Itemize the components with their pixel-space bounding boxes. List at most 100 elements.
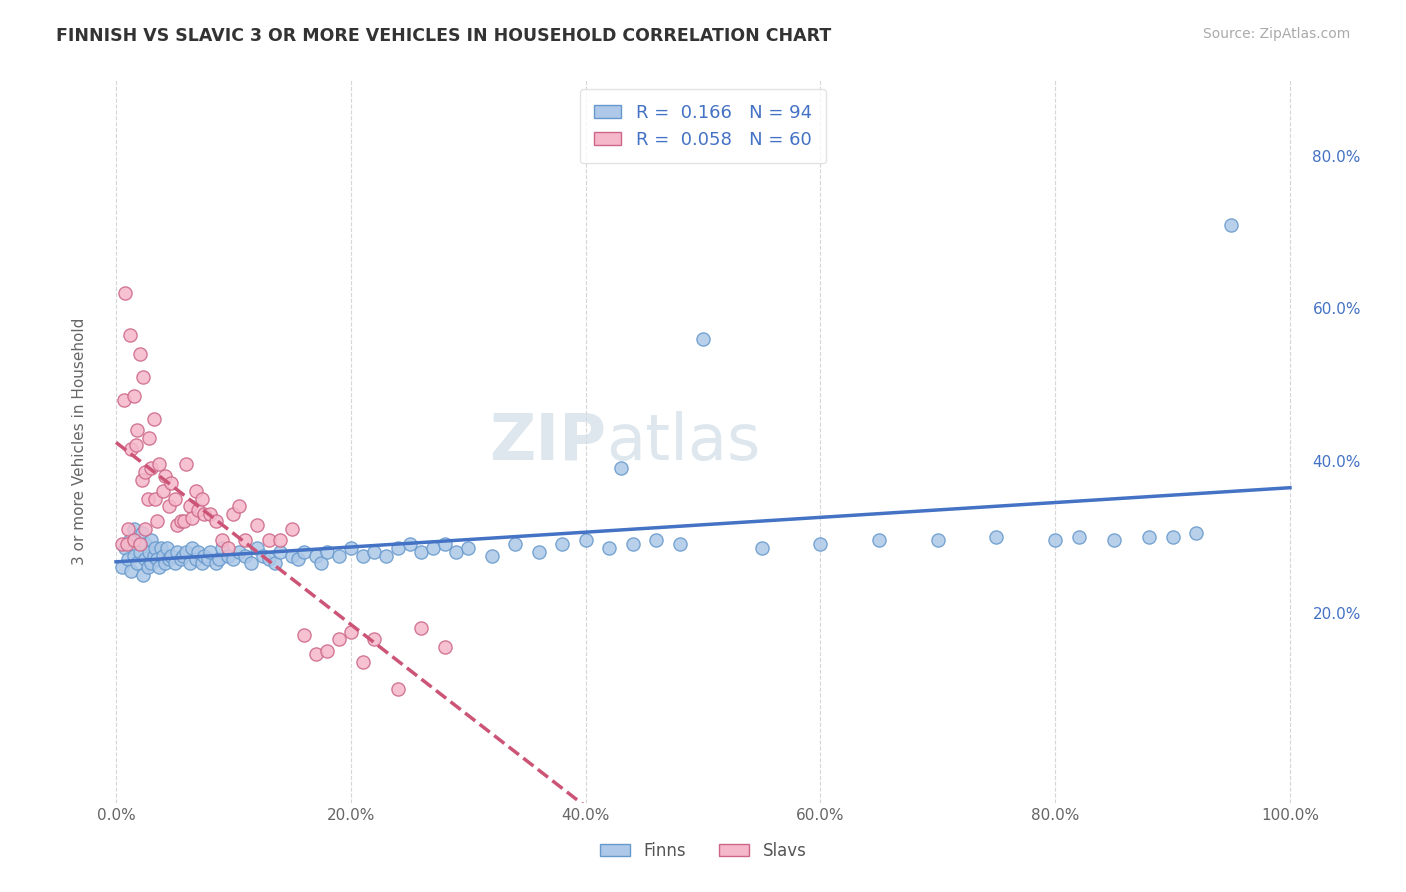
Point [146, 552, 169, 566]
Point [131, 525, 153, 540]
Point [138, 545, 160, 559]
Point [433, 640, 456, 654]
Text: atlas: atlas [606, 410, 761, 473]
Point [131, 473, 153, 487]
Point [692, 332, 714, 346]
Point [197, 552, 219, 566]
Point [155, 556, 177, 570]
Point [111, 560, 134, 574]
Point [503, 537, 526, 551]
Point [114, 286, 136, 301]
Point [160, 476, 183, 491]
Point [222, 552, 245, 566]
Point [190, 491, 212, 506]
Point [152, 483, 174, 498]
Point [328, 632, 350, 647]
Point [1161, 530, 1184, 544]
Point [411, 621, 433, 635]
Point [292, 545, 315, 559]
Y-axis label: 3 or more Vehicles in Household: 3 or more Vehicles in Household [72, 318, 87, 566]
Point [398, 537, 420, 551]
Point [1185, 525, 1208, 540]
Point [187, 503, 209, 517]
Point [246, 541, 269, 555]
Point [112, 392, 135, 407]
Point [598, 541, 620, 555]
Point [122, 533, 145, 548]
Point [132, 370, 155, 384]
Point [222, 507, 245, 521]
Point [134, 522, 156, 536]
Point [149, 541, 172, 555]
Point [363, 545, 385, 559]
Point [141, 461, 163, 475]
Point [352, 655, 374, 669]
Point [163, 491, 186, 506]
Point [143, 541, 166, 555]
Point [328, 549, 350, 563]
Point [446, 545, 468, 559]
Point [120, 564, 142, 578]
Point [181, 510, 204, 524]
Point [610, 461, 633, 475]
Point [204, 556, 226, 570]
Point [257, 533, 280, 548]
Point [551, 537, 574, 551]
Point [181, 541, 204, 555]
Point [141, 556, 163, 570]
Point [122, 522, 145, 536]
Point [304, 648, 326, 662]
Point [163, 556, 186, 570]
Point [143, 491, 166, 506]
Point [155, 541, 177, 555]
Point [269, 533, 291, 548]
Point [986, 530, 1008, 544]
Point [141, 533, 163, 548]
Point [751, 541, 773, 555]
Point [246, 518, 269, 533]
Point [138, 431, 160, 445]
Point [157, 499, 180, 513]
Text: FINNISH VS SLAVIC 3 OR MORE VEHICLES IN HOUSEHOLD CORRELATION CHART: FINNISH VS SLAVIC 3 OR MORE VEHICLES IN … [56, 27, 831, 45]
Point [1043, 533, 1066, 548]
Point [152, 549, 174, 563]
Point [187, 545, 209, 559]
Point [169, 552, 191, 566]
Point [233, 533, 256, 548]
Point [193, 507, 215, 521]
Point [311, 556, 333, 570]
Point [645, 533, 668, 548]
Point [211, 533, 233, 548]
Point [316, 643, 339, 657]
Point [176, 545, 198, 559]
Point [115, 537, 138, 551]
Point [179, 499, 201, 513]
Point [128, 347, 150, 361]
Point [217, 541, 239, 555]
Point [179, 556, 201, 570]
Point [169, 515, 191, 529]
Point [134, 465, 156, 479]
Point [125, 438, 148, 452]
Point [193, 549, 215, 563]
Point [457, 541, 479, 555]
Point [120, 533, 142, 548]
Point [481, 549, 503, 563]
Point [166, 545, 188, 559]
Point [157, 552, 180, 566]
Point [132, 567, 155, 582]
Point [621, 537, 644, 551]
Point [142, 549, 165, 563]
Point [1137, 530, 1160, 544]
Point [211, 541, 233, 555]
Point [304, 549, 326, 563]
Point [228, 499, 250, 513]
Point [117, 522, 139, 536]
Point [233, 549, 256, 563]
Point [363, 632, 385, 647]
Point [1067, 530, 1090, 544]
Point [128, 537, 150, 551]
Point [148, 560, 170, 574]
Point [281, 522, 304, 536]
Point [122, 549, 145, 563]
